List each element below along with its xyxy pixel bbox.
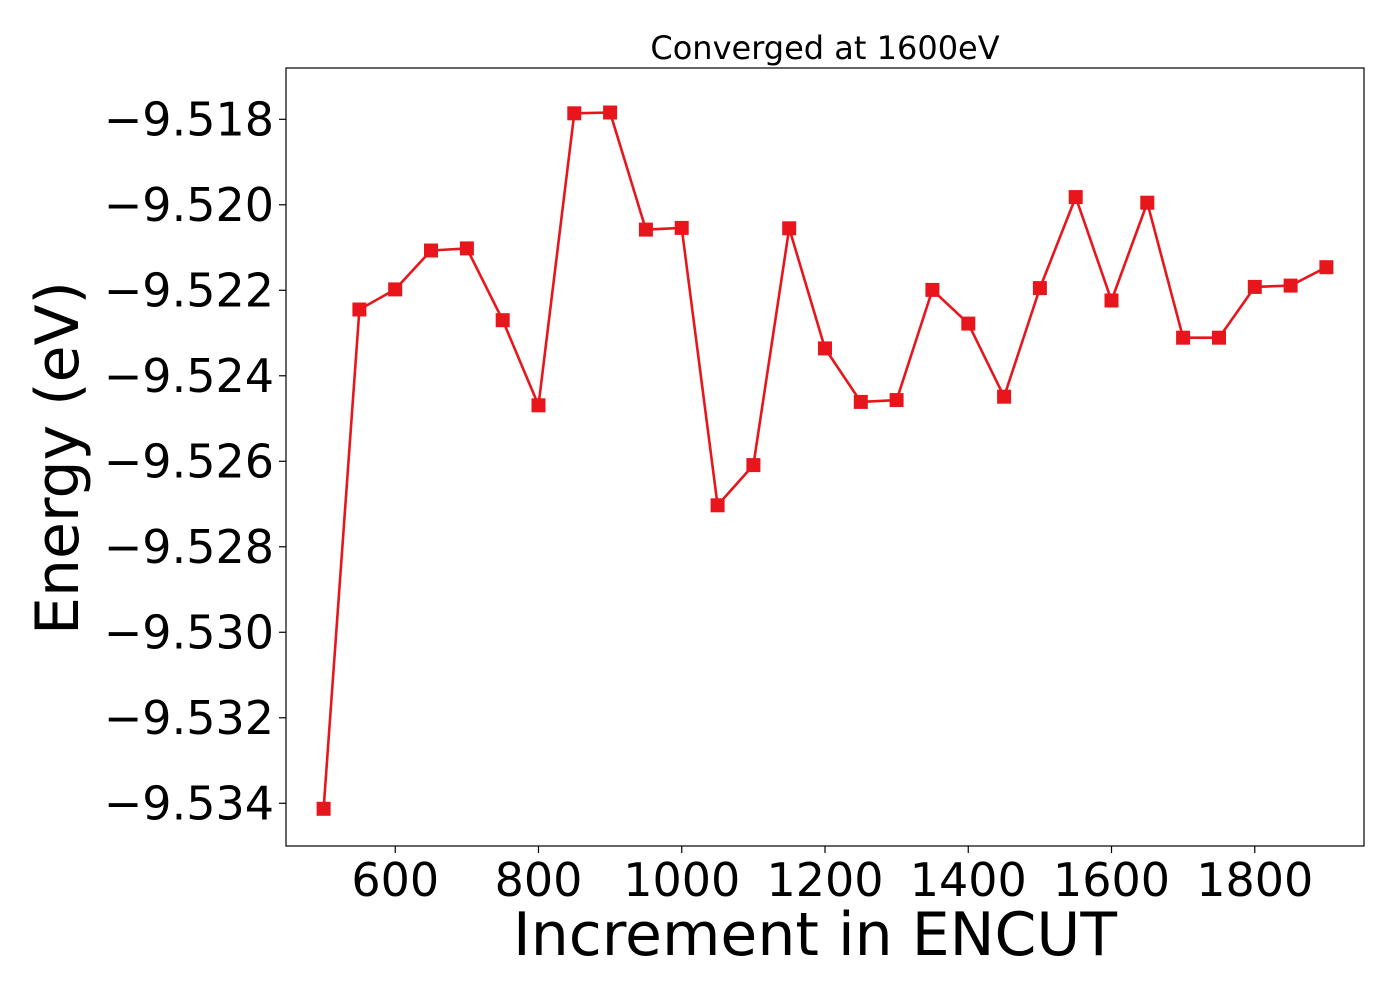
x-axis-label: Increment in ENCUT [513,900,1117,970]
data-point-marker [424,243,438,258]
data-point-marker [1032,281,1047,296]
data-point-marker [567,106,582,121]
data-point-marker [925,282,940,297]
data-point-marker [961,316,976,331]
y-axis-ticks: −9.518 −9.520 −9.522 −9.524 −9.526 −9.528 −9.5… [104,92,286,830]
data-point-marker [459,241,474,256]
x-tick-label: 1600 [1053,853,1170,907]
y-tick-label: −9.526 [104,434,274,488]
y-tick-label: −9.532 [104,691,274,745]
x-tick-label: 1800 [1196,853,1313,907]
y-tick-label: −9.528 [104,520,274,574]
y-tick-label: −9.530 [104,605,274,659]
data-point-marker [603,105,618,120]
data-point-marker [1068,190,1083,205]
data-point-marker [316,801,331,816]
data-point-marker [997,389,1012,404]
data-point-marker [1176,330,1191,345]
x-tick-label: 800 [495,853,583,907]
data-point-marker [889,393,904,408]
data-point-marker [674,220,689,235]
data-point-marker [1104,293,1119,308]
series-markers [316,105,1334,816]
y-axis-label: Energy (eV) [23,281,93,635]
x-tick-label: 1000 [623,853,740,907]
data-point-marker [531,398,546,413]
y-tick-label: −9.534 [104,776,274,830]
data-point-marker [710,498,725,513]
x-tick-label: 1400 [910,853,1027,907]
data-point-marker [853,394,868,409]
data-point-marker [782,221,797,236]
data-point-marker [1247,279,1262,294]
x-tick-label: 1200 [766,853,883,907]
data-point-marker [1212,330,1226,345]
y-tick-label: −9.522 [104,263,274,317]
data-point-marker [1140,195,1155,210]
x-tick-label: 600 [351,853,439,907]
chart-title: Converged at 1600eV [650,29,999,67]
x-axis-ticks: 600 800 1000 1200 1400 1600 1800 [351,846,1313,907]
data-point-marker [352,302,367,317]
data-point-marker [495,313,510,328]
data-point-marker [1319,260,1334,275]
y-tick-label: −9.518 [104,92,274,146]
data-point-marker [1283,278,1298,293]
data-point-marker [638,222,653,237]
y-tick-label: −9.524 [104,349,274,403]
plot-frame [285,67,1365,847]
data-point-marker [746,458,761,473]
data-point-marker [818,341,832,356]
y-tick-label: −9.520 [104,178,274,232]
data-point-marker [388,282,403,297]
